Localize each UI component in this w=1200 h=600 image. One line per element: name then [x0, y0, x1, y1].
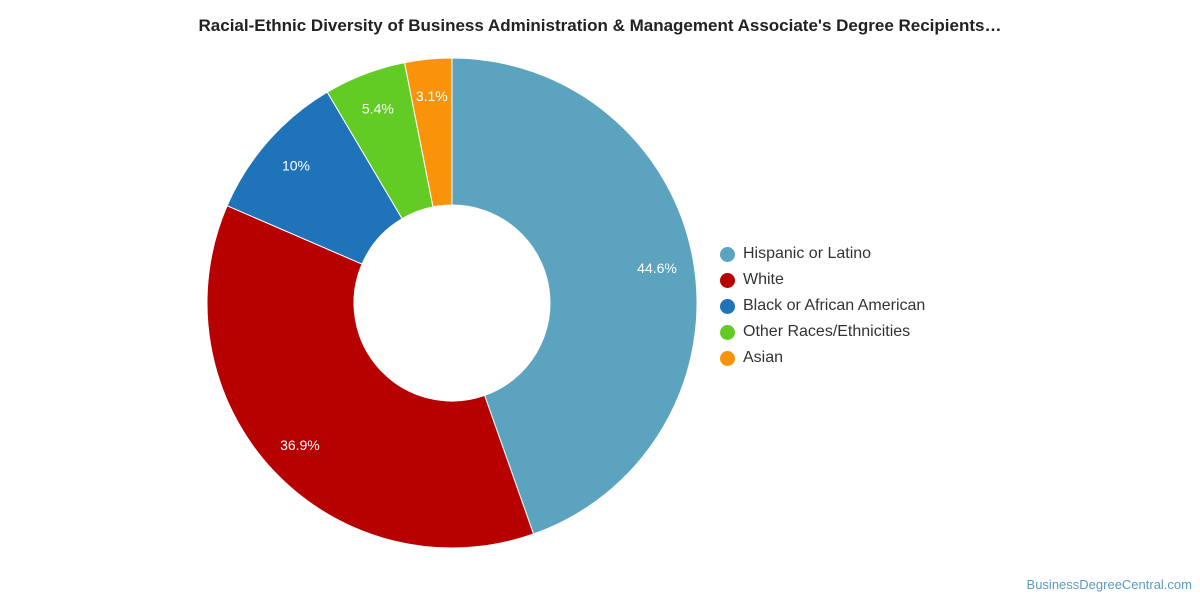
legend-item-hispanic-or-latino[interactable]: Hispanic or Latino: [720, 241, 925, 267]
legend-label: Black or African American: [743, 297, 926, 314]
slice-white[interactable]: [206, 205, 535, 549]
legend-label: Asian: [743, 349, 784, 366]
slice-labels: 44.6% 36.9% 10% 5.4% 3.1%: [280, 88, 677, 453]
legend-label: White: [743, 271, 784, 288]
legend-swatch: [720, 324, 735, 340]
donut-slices: [206, 57, 698, 549]
legend-item-white[interactable]: White: [720, 267, 925, 293]
source-credit-link[interactable]: BusinessDegreeCentral.com: [1026, 577, 1192, 592]
slice-label-white: 36.9%: [280, 437, 320, 453]
chart-title: Racial-Ethnic Diversity of Business Admi…: [198, 16, 1002, 35]
slice-label-other-races-ethnicities: 5.4%: [362, 101, 394, 117]
slice-label-asian: 3.1%: [416, 88, 448, 104]
legend-swatch: [720, 350, 735, 366]
legend-swatch: [720, 246, 735, 262]
legend-item-other-races-ethnicities[interactable]: Other Races/Ethnicities: [720, 319, 925, 345]
slice-label-hispanic-or-latino: 44.6%: [637, 260, 677, 276]
legend-label: Other Races/Ethnicities: [743, 323, 911, 340]
legend-label: Hispanic or Latino: [743, 245, 872, 262]
slice-label-black-or-african-american: 10%: [282, 157, 310, 173]
legend-swatch: [720, 272, 735, 288]
legend-swatch: [720, 298, 735, 314]
slice-asian[interactable]: [403, 57, 453, 208]
legend-item-asian[interactable]: Asian: [720, 345, 925, 371]
chart-legend: Hispanic or Latino White Black or African …: [720, 241, 925, 371]
slice-hispanic-or-latino[interactable]: [451, 57, 698, 535]
legend-item-black-or-african-american[interactable]: Black or African American: [720, 293, 925, 319]
